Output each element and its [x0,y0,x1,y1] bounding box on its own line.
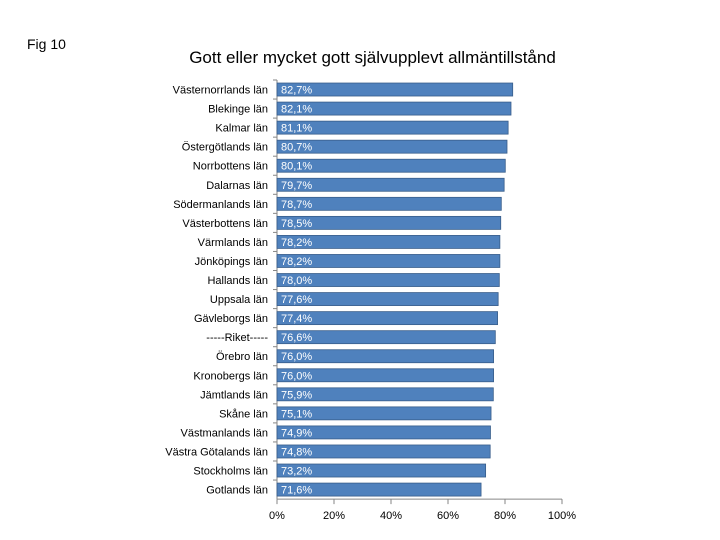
bar [276,254,501,268]
category-label: Jämtlands län [200,389,268,401]
chart-title: Gott eller mycket gott självupplevt allm… [189,48,556,67]
bar [276,444,491,459]
category-label: Gävleborgs län [194,313,268,325]
bar [276,311,498,326]
value-label: 82,7% [281,85,312,97]
bar [276,139,508,154]
bar [276,235,501,249]
bar [276,158,506,173]
category-label: Jönköpings län [195,256,268,268]
value-label: 76,0% [281,351,312,363]
bar [276,463,487,478]
x-tick-label: 0% [269,510,285,522]
bar [276,482,482,497]
value-label: 76,0% [281,370,312,382]
x-tick-label: 60% [437,510,459,522]
category-label: Västmanlands län [181,427,268,439]
x-tick-label: 80% [494,510,516,522]
value-label: 82,1% [281,104,312,116]
bar [276,101,512,116]
category-label: Östergötlands län [182,142,268,154]
value-label: 78,7% [281,199,312,211]
category-label: Hallands län [207,275,268,287]
bar [276,406,492,421]
value-label: 77,4% [281,313,312,325]
value-label: 71,6% [281,485,312,497]
value-label: 80,1% [281,161,312,173]
x-tick-label: 40% [380,510,402,522]
value-label: 80,7% [281,142,312,154]
value-label: 81,1% [281,123,312,135]
bar [276,368,495,383]
bar [276,215,502,230]
value-label: 75,1% [281,408,312,420]
category-label: Västerbottens län [182,218,268,230]
value-label: 74,8% [281,446,312,458]
category-label: Skåne län [219,408,268,420]
category-label: Stockholms län [193,466,268,478]
value-label: 78,0% [281,275,312,287]
value-label: 77,6% [281,294,312,306]
category-label: Södermanlands län [173,199,268,211]
value-label: 75,9% [281,389,312,401]
value-label: 76,6% [281,332,312,344]
x-tick-label: 20% [323,510,345,522]
bar [276,292,499,306]
category-label: Kronobergs län [193,370,268,382]
value-label: 78,5% [281,218,312,230]
bar [276,177,505,192]
bar [276,120,509,135]
value-label: 73,2% [281,466,312,478]
category-label: Värmlands län [198,237,268,249]
category-label: Dalarnas län [206,180,268,192]
category-label: Blekinge län [208,104,268,116]
x-tick-label: 100% [548,510,576,522]
category-label: Örebro län [216,351,268,363]
bar [276,349,495,364]
bar [276,82,514,97]
category-label: Kalmar län [215,123,268,135]
value-label: 78,2% [281,256,312,268]
category-label: Västernorrlands län [173,85,268,97]
category-label: Gotlands län [206,485,268,497]
category-label: Norrbottens län [193,161,268,173]
category-label: -----Riket----- [206,332,268,344]
value-label: 74,9% [281,427,312,439]
bar [276,273,500,287]
bar [276,387,494,402]
figure-label: Fig 10 [27,36,66,52]
category-label: Uppsala län [210,294,268,306]
category-label: Västra Götalands län [165,446,268,458]
value-label: 78,2% [281,237,312,249]
bar [276,196,502,211]
bar [276,330,496,345]
value-label: 79,7% [281,180,312,192]
bar [276,425,491,440]
